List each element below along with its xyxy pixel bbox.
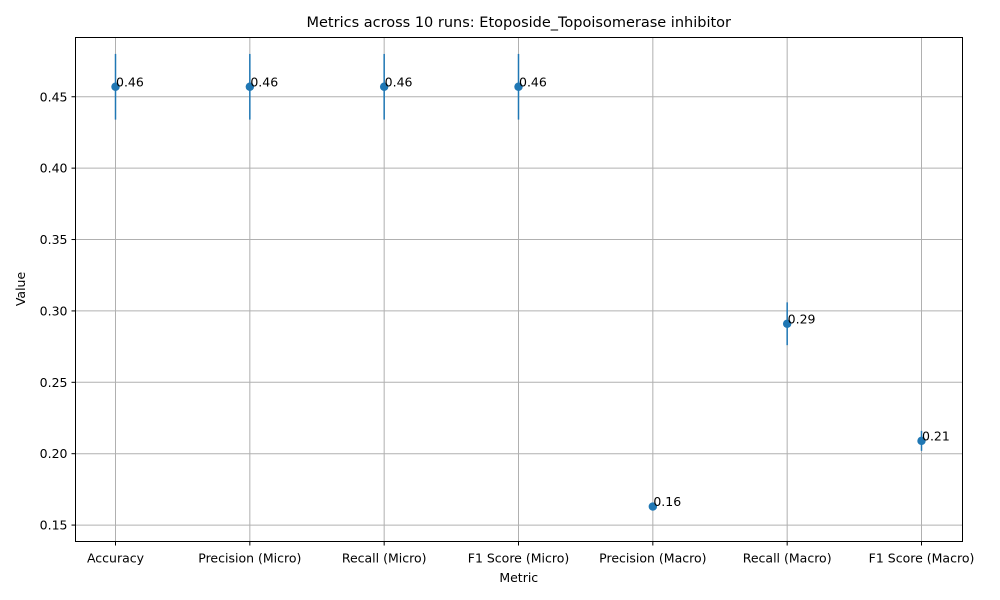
plot-frame (75, 37, 963, 542)
y-tick-label: 0.30 (40, 303, 68, 318)
data-point (782, 319, 792, 328)
data-label: 0.46 (250, 74, 278, 89)
data-point (379, 82, 389, 91)
y-tick-label: 0.15 (40, 518, 68, 533)
y-axis-label: Value (13, 272, 28, 307)
x-tick-label: F1 Score (Macro) (869, 551, 975, 566)
y-tick-label: 0.45 (40, 89, 68, 104)
x-tick-label: Precision (Micro) (198, 551, 301, 566)
x-axis-label: Metric (499, 570, 538, 585)
grid-layer (75, 37, 963, 542)
x-tick-label: Accuracy (87, 551, 145, 566)
ticks-layer: 0.15 0.20 0.25 0.30 0.35 0.40 0.45 Accuracy Prec… (40, 89, 975, 565)
y-tick-label: 0.35 (40, 232, 68, 247)
data-label: 0.29 (788, 311, 816, 326)
y-tick-label: 0.20 (40, 446, 68, 461)
data-label: 0.46 (519, 74, 547, 89)
data-label: 0.16 (653, 494, 681, 509)
x-tick-label: Recall (Macro) (743, 551, 832, 566)
data-label: 0.46 (116, 74, 144, 89)
x-tick-label: Precision (Macro) (599, 551, 706, 566)
x-tick-label: Recall (Micro) (342, 551, 427, 566)
data-point (917, 436, 926, 446)
data-point (514, 82, 523, 91)
chart-title: Metrics across 10 runs: Etoposide_Topois… (307, 15, 732, 31)
data-point (111, 82, 120, 91)
y-tick-label: 0.40 (40, 161, 68, 176)
data-label: 0.21 (922, 428, 950, 443)
x-tick-label: F1 Score (Micro) (468, 551, 570, 566)
data-point (648, 502, 658, 511)
data-label: 0.46 (385, 74, 413, 89)
marks-layer: 0.46 0.46 0.46 0.46 0.16 0.29 0.21 (111, 53, 950, 511)
y-tick-label: 0.25 (40, 375, 68, 390)
data-point (245, 82, 255, 91)
